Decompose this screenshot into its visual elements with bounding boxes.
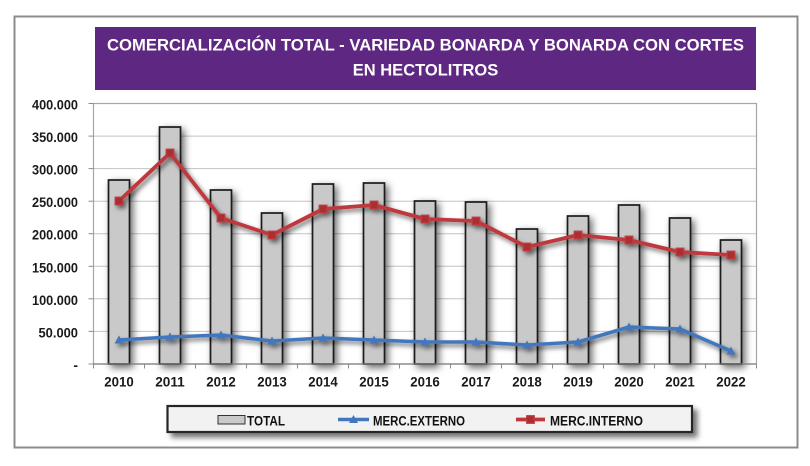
svg-text:2022: 2022 [716, 374, 746, 390]
svg-text:150.000: 150.000 [32, 259, 78, 275]
svg-text:50.000: 50.000 [39, 324, 79, 340]
svg-text:2018: 2018 [512, 374, 542, 390]
svg-text:2017: 2017 [461, 374, 491, 390]
svg-text:TOTAL: TOTAL [247, 414, 285, 429]
svg-text:EN HECTOLITROS: EN HECTOLITROS [353, 62, 498, 80]
svg-text:200.000: 200.000 [32, 227, 78, 243]
svg-text:2020: 2020 [614, 374, 644, 390]
svg-text:350.000: 350.000 [32, 129, 78, 145]
svg-text:-: - [73, 357, 78, 373]
svg-text:2021: 2021 [665, 374, 695, 390]
svg-text:MERC.INTERNO: MERC.INTERNO [550, 414, 643, 429]
svg-text:2011: 2011 [155, 374, 185, 390]
svg-text:2013: 2013 [257, 374, 287, 390]
svg-text:300.000: 300.000 [32, 162, 78, 178]
svg-text:2010: 2010 [104, 374, 134, 390]
svg-text:2015: 2015 [359, 374, 389, 390]
svg-text:250.000: 250.000 [32, 194, 78, 210]
svg-text:2019: 2019 [563, 374, 593, 390]
svg-text:COMERCIALIZACIÓN TOTAL - VARIE: COMERCIALIZACIÓN TOTAL - VARIEDAD BONARD… [107, 36, 744, 55]
svg-text:2016: 2016 [410, 374, 440, 390]
svg-text:400.000: 400.000 [32, 97, 78, 113]
svg-text:2012: 2012 [206, 374, 236, 390]
svg-text:2014: 2014 [308, 374, 338, 390]
svg-text:100.000: 100.000 [32, 292, 78, 308]
svg-text:MERC.EXTERNO: MERC.EXTERNO [373, 414, 465, 429]
